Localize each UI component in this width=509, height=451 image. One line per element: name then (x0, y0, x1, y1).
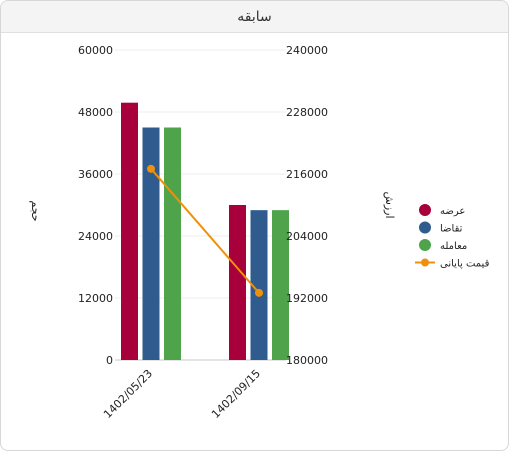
legend-label[interactable]: عرضه (440, 206, 465, 217)
legend-label[interactable]: قیمت پایانی (440, 259, 490, 270)
card-title: سابقه (237, 8, 272, 25)
bar-2-2[interactable] (250, 210, 268, 360)
x-tick-label: 1402/05/23 (101, 367, 155, 421)
y-axis-left-label: حجم (29, 200, 42, 221)
bar-1-2[interactable] (229, 205, 246, 360)
legend-marker (419, 239, 431, 251)
y-tick-right: 216000 (286, 168, 328, 181)
y-tick-left: 48000 (78, 106, 113, 119)
chart-legend: عرضه تقاضا معامله قیمت پایانی (415, 204, 490, 270)
legend-marker (419, 204, 431, 216)
y-tick-left: 60000 (78, 44, 113, 57)
legend-marker (421, 258, 429, 267)
price-line (150, 168, 260, 294)
chart-bars (121, 102, 289, 361)
y-tick-left: 36000 (78, 168, 113, 181)
price-point-2[interactable] (255, 288, 263, 297)
legend-label[interactable]: معامله (440, 241, 467, 252)
chart-line (147, 164, 263, 297)
chart-axes: حجم ارزش 0 180000 12000 192000 24000 204000 36… (29, 44, 396, 421)
y-tick-right: 180000 (286, 354, 328, 367)
bar-1-1[interactable] (121, 102, 138, 360)
y-tick-left: 24000 (78, 230, 113, 243)
card-header: سابقه (1, 1, 508, 33)
legend-marker (419, 221, 431, 234)
bar-3-1[interactable] (164, 127, 181, 361)
y-tick-right: 192000 (286, 292, 328, 305)
y-axis-right-label: ارزش (383, 191, 396, 218)
legend-label[interactable]: تقاضا (440, 224, 463, 235)
y-tick-right: 240000 (286, 44, 328, 57)
x-tick-label: 1402/09/15 (209, 367, 263, 421)
bar-2-1[interactable] (142, 127, 160, 361)
y-tick-left: 12000 (78, 292, 113, 305)
y-tick-right: 228000 (286, 106, 328, 119)
price-point-1[interactable] (147, 164, 155, 173)
y-tick-left: 0 (106, 354, 113, 367)
bar-3-2[interactable] (272, 210, 289, 360)
y-tick-right: 204000 (286, 230, 328, 243)
